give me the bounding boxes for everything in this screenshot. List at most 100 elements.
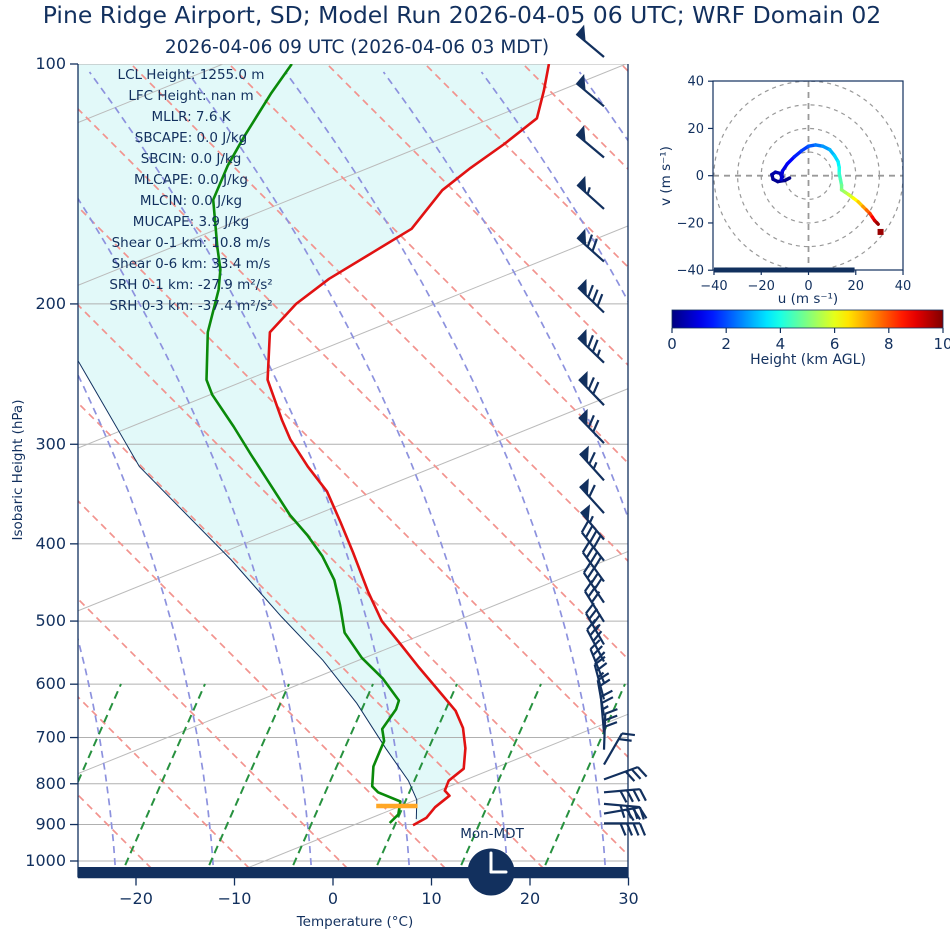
wind-barb <box>579 478 605 514</box>
hodograph-y-tick-label: 0 <box>696 169 704 184</box>
hodograph-y-tick-label: −20 <box>677 216 704 231</box>
hodograph-x-tick-label: −40 <box>700 279 727 294</box>
barb-full <box>593 556 603 569</box>
hodograph-inset: −40 −20 0 20 40 −40 −20 0 20 40 <box>677 75 912 294</box>
barb-full <box>588 607 599 620</box>
barb-full <box>592 630 603 642</box>
clock-label: Mon-MDT <box>460 826 524 842</box>
barb-full <box>592 645 603 656</box>
hodograph-end-marker <box>877 228 884 235</box>
barb-full <box>586 566 596 579</box>
barb-full <box>587 377 595 390</box>
barb-full <box>587 334 594 348</box>
barb-full <box>604 714 618 722</box>
barb-full <box>587 585 597 598</box>
moist-adiabat-line <box>78 636 117 878</box>
index-line: Shear 0-6 km: 33.4 m/s <box>112 256 271 272</box>
barb-full <box>584 580 594 592</box>
moist-adiabat-line <box>78 197 313 878</box>
hodograph-x-tick-label: 20 <box>847 279 864 294</box>
moist-adiabat-line <box>78 373 215 878</box>
index-line: SBCAPE: 0.0 J/kg <box>135 130 247 146</box>
barb-full <box>589 624 600 637</box>
index-line: MUCAPE: 3.9 J/kg <box>133 214 249 230</box>
barb-staff <box>580 511 605 541</box>
hodograph-x-label: u (m s⁻¹) <box>778 291 838 307</box>
pressure-tick-label: 400 <box>35 534 66 553</box>
barb-full <box>588 484 596 498</box>
barb-full <box>594 655 606 666</box>
hodograph-y-tick-label: −40 <box>677 264 704 279</box>
barb-full <box>592 535 602 549</box>
barb-full <box>585 545 595 559</box>
colorbar-gradient <box>671 309 944 329</box>
wind-barb <box>603 732 636 766</box>
pressure-tick-label: 600 <box>35 674 66 693</box>
pressure-tick-label: 1000 <box>25 851 66 870</box>
barb-full <box>638 806 648 819</box>
barb-full <box>637 766 648 778</box>
barb-full <box>604 721 618 728</box>
wind-barb <box>579 445 605 482</box>
barb-full <box>630 768 642 780</box>
index-line: SRH 0-3 km: -37.4 m²/s² <box>109 298 272 314</box>
barb-full <box>638 788 647 802</box>
barb-full <box>584 525 594 538</box>
wind-barb <box>576 228 605 263</box>
barb-full <box>588 451 596 465</box>
stability-indices-block: LCL Height: 1255.0 m LFC Height: nan m MLL… <box>109 67 272 314</box>
temperature-curve <box>266 64 551 827</box>
parcel-profile-line <box>78 360 418 820</box>
pressure-tick-label: 700 <box>35 728 66 747</box>
hodograph-ring <box>760 127 857 224</box>
dewpoint-curve <box>205 64 402 824</box>
mixing-ratio-line <box>455 683 542 878</box>
barb-flag <box>577 175 587 193</box>
wind-barb <box>578 408 605 444</box>
barb-full <box>594 651 606 662</box>
barb-full <box>586 234 594 248</box>
barb-full <box>592 381 600 395</box>
hodograph-ring <box>713 81 903 270</box>
wind-barb <box>583 580 605 623</box>
index-line: Shear 0-1 km: 10.8 m/s <box>112 235 271 251</box>
moist-adiabat-line <box>382 71 628 520</box>
wind-barb <box>575 24 605 58</box>
y-axis-label: Isobaric Height (hPa) <box>10 400 26 541</box>
barb-flag <box>576 24 586 42</box>
wind-barb <box>577 278 605 314</box>
barb-full <box>590 591 601 603</box>
barb-full <box>589 551 599 564</box>
barb-flag <box>577 228 587 246</box>
height-colorbar: 0 2 4 6 8 10 <box>667 309 950 353</box>
pressure-tick-label: 300 <box>35 434 66 453</box>
barb-full <box>625 809 635 822</box>
index-line: LCL Height: 1255.0 m <box>118 67 265 83</box>
wind-barb-column <box>575 24 648 836</box>
barb-staff <box>576 183 605 210</box>
isotherm-line <box>78 388 628 612</box>
barb-staff <box>577 286 605 314</box>
barb-staff <box>579 452 605 482</box>
index-line: SBCIN: 0.0 J/kg <box>141 151 242 167</box>
skewt-background <box>78 64 628 878</box>
barb-half <box>592 461 598 470</box>
index-line: MLCAPE: 0.0 J/kg <box>134 172 248 188</box>
barb-full <box>625 822 634 836</box>
barb-full <box>591 339 599 353</box>
barb-half <box>588 515 594 524</box>
pressure-tick-label: 200 <box>35 294 66 313</box>
barb-full <box>598 678 611 688</box>
wind-barb <box>580 504 605 541</box>
temperature-tick-label: −10 <box>218 889 252 908</box>
barb-flag <box>576 73 586 91</box>
barb-staff <box>576 236 605 263</box>
barb-full <box>600 689 613 698</box>
index-line: MLLR: 7.6 K <box>151 109 231 125</box>
pressure-tick-label: 100 <box>35 54 66 73</box>
barb-staff <box>575 33 605 58</box>
wind-barb <box>603 766 648 782</box>
wind-barb <box>602 708 618 750</box>
barb-full <box>632 822 640 836</box>
barb-half <box>597 671 605 679</box>
